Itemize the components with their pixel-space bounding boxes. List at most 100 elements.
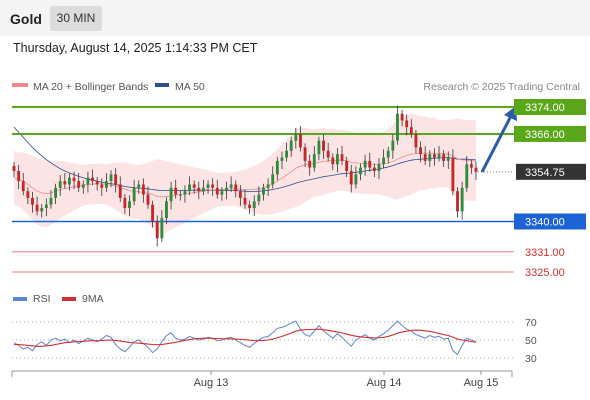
- candle: [317, 136, 321, 161]
- candle: [12, 161, 16, 178]
- candle: [396, 105, 399, 145]
- candle: [331, 153, 335, 171]
- chart-header: Gold 30 MIN: [0, 0, 590, 36]
- resistance-1-label-bg: [514, 125, 586, 142]
- rsi-panel: 30 50 70: [12, 317, 537, 365]
- candle-body: [165, 201, 168, 219]
- candle: [372, 163, 376, 178]
- candle: [275, 156, 279, 181]
- pivot-label: 3340.00: [525, 216, 565, 228]
- candle: [382, 149, 386, 169]
- candle: [400, 109, 404, 127]
- candle: [68, 173, 71, 191]
- candle-body: [91, 177, 94, 182]
- candle: [294, 127, 298, 149]
- candle: [442, 150, 446, 167]
- candle-body: [35, 204, 39, 212]
- candle-body: [299, 133, 302, 148]
- candle-body: [95, 181, 99, 185]
- rsi-ma-line: [14, 328, 477, 347]
- candle-body: [86, 177, 90, 185]
- candle-body: [322, 140, 325, 151]
- price-level-labels: 3374.00 3366.00 3354.75 3340.00 3331.00 3325.…: [514, 99, 586, 279]
- candle: [58, 175, 62, 196]
- candle: [178, 190, 182, 201]
- candle-body: [331, 157, 335, 165]
- candle-body: [12, 165, 16, 171]
- candle: [377, 158, 381, 180]
- support-1-label: 3331.00: [525, 247, 565, 259]
- candle: [114, 168, 118, 193]
- candle-body: [220, 191, 224, 195]
- candle-body: [151, 204, 155, 222]
- candle: [141, 178, 145, 203]
- candle: [248, 200, 252, 215]
- candle-body: [21, 181, 25, 192]
- candle-body: [238, 191, 242, 198]
- candle: [183, 185, 187, 203]
- pivot-label-bg: [514, 213, 586, 230]
- candle: [165, 197, 168, 225]
- candle-body: [188, 184, 191, 192]
- candle-body: [114, 174, 118, 185]
- candle-body: [442, 154, 446, 161]
- candle: [86, 171, 90, 193]
- candle: [21, 173, 25, 196]
- candle: [312, 146, 316, 172]
- candle: [54, 183, 58, 204]
- rsi-legend-swatch: [13, 297, 27, 301]
- candle-body: [396, 113, 399, 141]
- candle: [456, 187, 459, 218]
- candle: [391, 134, 395, 159]
- candle: [197, 181, 201, 200]
- candle-body: [54, 187, 58, 198]
- ma20-line: [13, 152, 477, 198]
- candle: [308, 154, 312, 176]
- candle-body: [123, 197, 127, 209]
- forecast-arrow-head: [504, 106, 517, 121]
- candle: [405, 114, 409, 136]
- candle: [349, 164, 353, 193]
- candle: [252, 195, 256, 217]
- time-axis-ticks: Aug 13 Aug 14 Aug 15: [194, 371, 498, 389]
- candle: [49, 189, 53, 209]
- candle: [419, 141, 422, 163]
- candle-body: [271, 174, 275, 185]
- resistance-1-label: 3366.00: [525, 129, 565, 141]
- candle-body: [192, 184, 196, 188]
- forecast-arrow-shaft: [480, 113, 514, 173]
- candle-body: [414, 133, 418, 148]
- candle-body: [419, 147, 422, 155]
- candle: [409, 119, 413, 138]
- candle: [31, 191, 34, 213]
- candle: [220, 187, 224, 201]
- candle-body: [155, 221, 159, 239]
- candle: [77, 173, 81, 192]
- candle: [326, 142, 330, 162]
- timeframe-button[interactable]: 30 MIN: [50, 6, 102, 31]
- candle: [95, 177, 99, 191]
- candle: [169, 181, 173, 210]
- candle: [206, 180, 210, 194]
- candle-body: [326, 150, 330, 158]
- candle: [132, 179, 136, 206]
- candle-body: [197, 187, 201, 192]
- candle-body: [465, 164, 469, 188]
- candle-body: [289, 140, 293, 151]
- candle-body: [377, 164, 381, 171]
- candle-body: [248, 204, 252, 209]
- ma50-legend-swatch: [155, 83, 169, 87]
- rsi-line: [13, 320, 477, 356]
- candle-body: [257, 194, 261, 202]
- candle: [229, 176, 233, 192]
- candle-body: [243, 197, 247, 205]
- candle-body: [294, 133, 298, 141]
- candle: [322, 134, 325, 159]
- candle-body: [252, 201, 256, 209]
- candle-body: [405, 120, 409, 128]
- candle: [465, 156, 469, 192]
- candle-body: [215, 187, 219, 195]
- candle: [155, 215, 159, 247]
- rsi-tick-label: 50: [525, 335, 537, 347]
- candle: [40, 203, 44, 218]
